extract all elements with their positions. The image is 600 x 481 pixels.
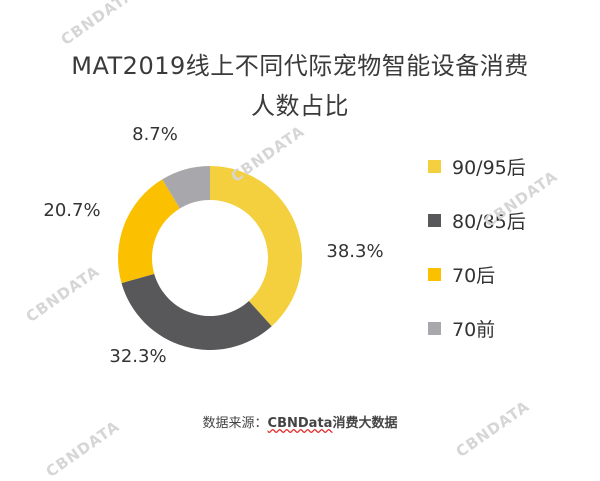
source-brand: CBNData xyxy=(267,416,333,431)
legend-label: 70前 xyxy=(452,318,496,341)
legend-label: 90/95后 xyxy=(452,156,526,179)
legend-item-pre-70: 70前 xyxy=(428,317,526,341)
legend: 90/95后 80/85后 70后 70前 xyxy=(428,155,526,371)
legend-label: 80/85后 xyxy=(452,210,526,233)
donut-chart: 38.3% 32.3% 20.7% 8.7% xyxy=(43,124,383,367)
legend-swatch xyxy=(428,267,441,281)
donut-slice xyxy=(162,166,210,209)
legend-item-90-95: 90/95后 xyxy=(428,155,526,179)
legend-item-80-85: 80/85后 xyxy=(428,209,526,233)
legend-label: 70后 xyxy=(452,264,496,287)
donut-slice xyxy=(118,179,180,284)
source-suffix: 消费大数据 xyxy=(332,416,398,431)
donut-slice xyxy=(210,166,302,327)
slice-value-label: 8.7% xyxy=(132,124,178,145)
chart-title-line2: 人数占比 xyxy=(251,92,349,120)
legend-swatch xyxy=(428,321,441,335)
donut-slice xyxy=(121,273,272,350)
slice-value-label: 20.7% xyxy=(43,200,100,221)
chart-title-line1: MAT2019线上不同代际宠物智能设备消费 xyxy=(71,52,529,80)
legend-swatch xyxy=(428,159,441,173)
slice-value-label: 38.3% xyxy=(326,241,383,262)
legend-item-70s: 70后 xyxy=(428,263,526,287)
legend-swatch xyxy=(428,213,441,227)
data-source: 数据来源：CBNData消费大数据 xyxy=(0,412,600,431)
source-prefix: 数据来源： xyxy=(202,416,268,431)
slice-value-label: 32.3% xyxy=(109,346,166,367)
